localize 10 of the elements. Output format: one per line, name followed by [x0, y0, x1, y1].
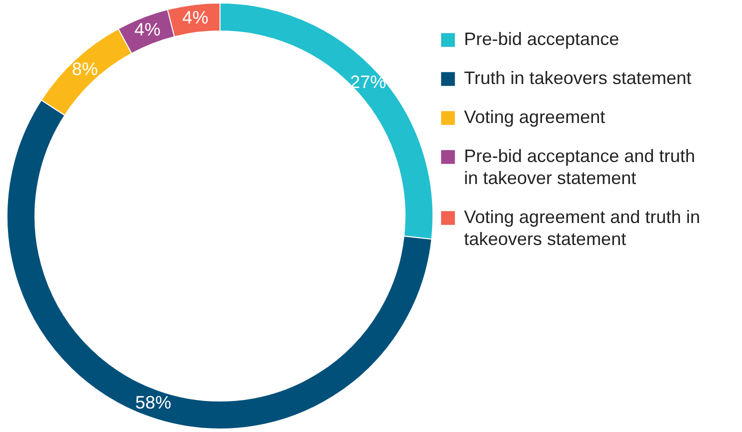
- legend-label: Pre-bid acceptance and truth in takeover statement: [464, 146, 696, 188]
- data-label: 8%: [72, 58, 98, 79]
- data-label: 27%: [350, 72, 386, 92]
- data-label: 58%: [135, 392, 172, 412]
- legend-label: Truth in takeovers statement: [464, 68, 692, 88]
- legend-label: Pre-bid acceptance: [464, 29, 620, 49]
- legend-label: Voting agreement: [464, 107, 606, 127]
- data-label: 4%: [134, 20, 160, 40]
- legend-label: Voting agreement and truth in takeovers statement: [464, 207, 700, 249]
- data-label: 4%: [182, 8, 208, 28]
